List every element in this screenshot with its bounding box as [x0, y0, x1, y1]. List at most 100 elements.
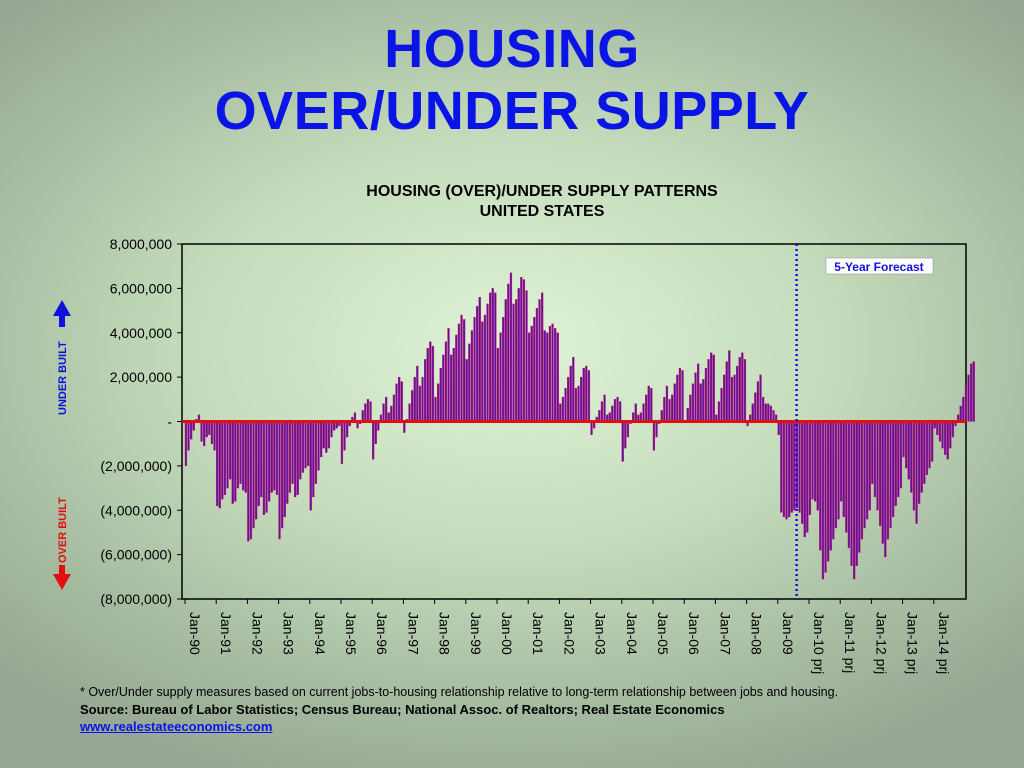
bar: [767, 403, 770, 422]
y-tick-label: -: [167, 414, 172, 430]
y-tick-label: 6,000,000: [110, 280, 172, 296]
website-link[interactable]: www.realestateeconomics.com: [80, 719, 273, 734]
down-arrow-shaft: [59, 565, 65, 575]
bar: [663, 396, 666, 422]
bar: [411, 390, 414, 422]
bar: [184, 421, 188, 467]
bar: [699, 383, 702, 422]
bar: [580, 376, 583, 422]
bar: [369, 401, 372, 422]
bar: [899, 421, 903, 489]
bar: [803, 421, 806, 538]
bar: [254, 421, 258, 520]
bar: [907, 421, 910, 480]
bar: [202, 421, 206, 447]
bar: [772, 410, 775, 422]
y-tick-label: 4,000,000: [110, 325, 172, 341]
y-tick-label: (8,000,000): [100, 591, 172, 607]
bar: [743, 359, 747, 422]
bar: [496, 348, 500, 422]
bar: [730, 376, 734, 422]
bar: [741, 352, 744, 422]
bar: [213, 421, 216, 451]
bar: [483, 314, 487, 422]
x-tick-label: Jan-09: [780, 612, 796, 655]
bar: [398, 376, 401, 422]
bar: [860, 421, 864, 540]
bar: [723, 374, 726, 422]
x-tick-label: Jan-93: [281, 612, 297, 655]
bar: [548, 325, 552, 422]
bar: [320, 421, 323, 458]
bar: [314, 421, 318, 484]
bar: [507, 283, 510, 422]
bar: [790, 421, 793, 513]
bar: [868, 421, 871, 511]
over-built-label: OVER BUILT: [57, 497, 69, 563]
bar: [808, 421, 812, 515]
slide-title-line2: OVER/UNDER SUPPLY: [214, 81, 810, 141]
bar: [785, 421, 788, 520]
slide-title: HOUSING OVER/UNDER SUPPLY: [0, 18, 1024, 142]
bar: [372, 421, 375, 460]
bar: [429, 341, 432, 422]
bar: [470, 330, 474, 422]
bar: [468, 343, 471, 422]
bar: [886, 421, 890, 540]
bar: [728, 350, 731, 422]
bar: [205, 421, 208, 438]
bar: [288, 421, 292, 493]
bar: [268, 421, 271, 502]
bar: [564, 388, 567, 422]
bar: [416, 365, 419, 422]
bar: [252, 421, 255, 529]
bar: [473, 317, 476, 422]
bar: [187, 421, 190, 451]
bar: [712, 354, 715, 422]
bar: [751, 403, 754, 422]
bar: [512, 303, 515, 422]
bar: [738, 356, 741, 422]
bar: [538, 299, 541, 422]
bar: [247, 421, 250, 542]
bar: [951, 421, 955, 438]
bar: [587, 370, 591, 422]
x-tick-label: Jan-02: [561, 612, 577, 655]
bar: [819, 421, 822, 551]
bar: [884, 421, 887, 558]
bar: [853, 421, 856, 580]
bar: [465, 359, 468, 422]
bar: [296, 421, 299, 495]
bar: [561, 396, 565, 422]
bar: [556, 332, 559, 422]
bar: [395, 383, 398, 422]
bar: [621, 421, 624, 462]
bar: [460, 314, 463, 422]
bar: [270, 421, 273, 493]
bar: [652, 421, 656, 451]
bar: [499, 332, 502, 422]
bar: [366, 399, 370, 422]
forecast-annotation: 5-Year Forecast: [834, 260, 923, 274]
bar: [759, 374, 762, 422]
bar: [905, 421, 908, 469]
bar: [244, 421, 247, 493]
bar: [234, 421, 237, 502]
x-tick-label: Jan-00: [499, 612, 515, 655]
bar: [286, 421, 289, 504]
bar: [754, 392, 757, 422]
bar: [241, 421, 245, 491]
bar: [455, 334, 458, 422]
x-tick-label: Jan-05: [655, 612, 671, 655]
bar: [210, 421, 214, 444]
bar: [478, 297, 481, 422]
bar: [567, 376, 570, 422]
bar: [816, 421, 819, 511]
bar: [413, 376, 416, 422]
bar: [294, 421, 297, 498]
bar: [515, 299, 518, 422]
bar: [894, 421, 897, 507]
slide-title-line1: HOUSING: [384, 19, 640, 79]
x-tick-label: Jan-01: [530, 612, 546, 655]
bar: [517, 288, 520, 422]
